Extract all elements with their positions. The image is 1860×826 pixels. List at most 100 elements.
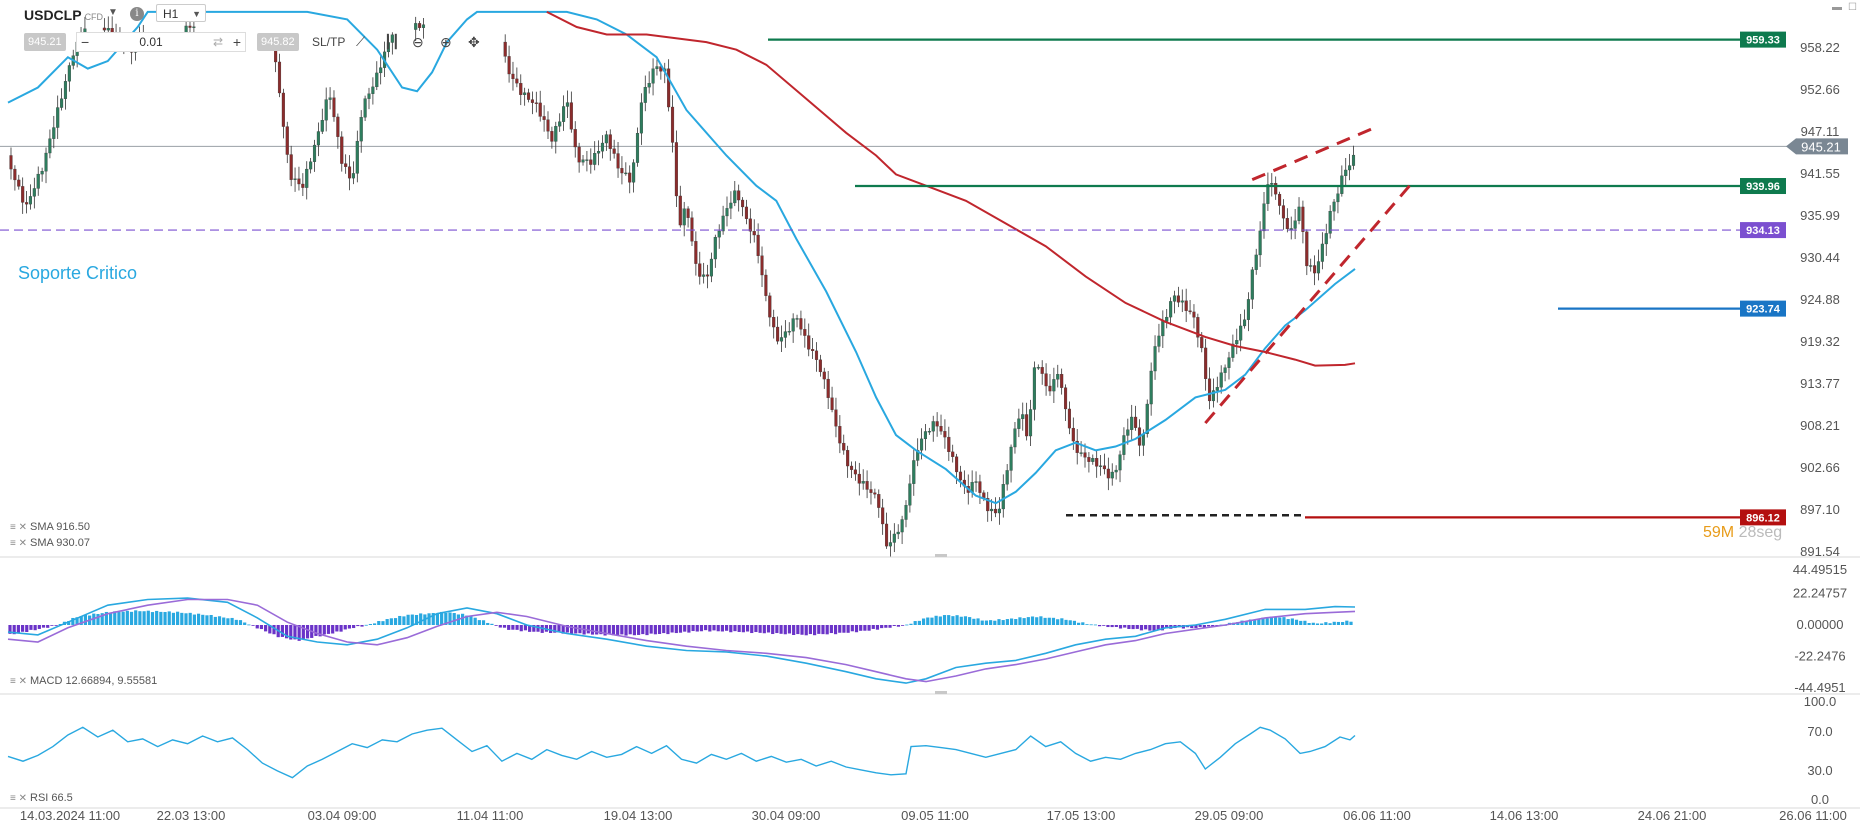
candle[interactable] (1118, 454, 1122, 471)
candle[interactable] (305, 168, 309, 188)
candle[interactable] (1184, 300, 1188, 311)
candle[interactable] (363, 98, 367, 118)
candle[interactable] (1289, 228, 1293, 230)
candle[interactable] (744, 206, 749, 219)
candle[interactable] (359, 117, 363, 142)
candle[interactable] (515, 78, 519, 84)
candle[interactable] (1087, 457, 1091, 462)
candle[interactable] (597, 151, 601, 154)
candle[interactable] (523, 92, 527, 95)
candle[interactable] (1025, 414, 1029, 437)
candle[interactable] (351, 173, 355, 179)
candle[interactable] (1266, 184, 1270, 204)
candle[interactable] (1316, 261, 1321, 274)
candle[interactable] (624, 172, 628, 175)
candle[interactable] (877, 494, 881, 508)
candle[interactable] (768, 295, 772, 318)
timeframe-select[interactable]: H1 ▼ (156, 4, 206, 22)
sl-tp-button[interactable]: SL/TP (312, 35, 346, 49)
candle[interactable] (655, 66, 659, 69)
candle[interactable] (1270, 183, 1274, 185)
candle[interactable] (986, 498, 990, 512)
candle[interactable] (721, 215, 725, 232)
candle[interactable] (375, 72, 379, 88)
candle[interactable] (1301, 206, 1305, 232)
candle[interactable] (48, 138, 52, 154)
candle[interactable] (783, 331, 787, 338)
candle[interactable] (838, 426, 842, 444)
candles-icon[interactable]: ┃┃ (384, 34, 400, 49)
candle[interactable] (17, 179, 21, 187)
crosshair-icon[interactable]: ✥ (468, 34, 480, 50)
candle[interactable] (526, 92, 531, 100)
candle[interactable] (947, 436, 951, 453)
candle[interactable] (1013, 428, 1017, 448)
candle[interactable] (44, 152, 48, 172)
candle[interactable] (993, 508, 998, 514)
candle[interactable] (1153, 346, 1157, 372)
candle[interactable] (1281, 205, 1286, 219)
candle[interactable] (593, 153, 597, 165)
candle[interactable] (604, 134, 608, 144)
candle[interactable] (729, 202, 733, 209)
candle[interactable] (600, 142, 605, 152)
candle[interactable] (1122, 435, 1126, 455)
candle[interactable] (997, 508, 1001, 514)
candle[interactable] (1044, 373, 1048, 387)
candle[interactable] (289, 154, 293, 180)
candle[interactable] (1211, 390, 1215, 402)
candle[interactable] (40, 171, 44, 175)
candle[interactable] (13, 168, 17, 181)
candle[interactable] (390, 34, 394, 43)
candle[interactable] (1063, 387, 1068, 410)
candle[interactable] (920, 438, 924, 451)
candle[interactable] (67, 65, 71, 82)
candle[interactable] (1332, 201, 1336, 212)
price-pane[interactable]: 959.33 939.96 934.13 923.74 896.12 945.21 (0, 10, 1848, 558)
candle[interactable] (647, 83, 651, 88)
candle[interactable] (1134, 416, 1138, 428)
candle[interactable] (534, 102, 538, 104)
candle[interactable] (1149, 370, 1153, 405)
candle[interactable] (923, 431, 928, 440)
candle[interactable] (577, 146, 581, 163)
legend-sma-fast[interactable]: ≡ ✕ SMA 930.07 (10, 537, 90, 549)
trendline[interactable] (1251, 125, 1378, 182)
candle[interactable] (309, 161, 313, 170)
candle[interactable] (60, 98, 64, 108)
candle[interactable] (1351, 154, 1356, 166)
macd-signal-line[interactable] (7, 598, 1356, 683)
candle[interactable] (1099, 465, 1103, 467)
candle[interactable] (546, 119, 550, 132)
candle[interactable] (1340, 175, 1344, 194)
candle[interactable] (900, 519, 904, 533)
candle[interactable] (616, 153, 620, 169)
candle[interactable] (1219, 372, 1223, 388)
legend-macd[interactable]: ≡ ✕ MACD 12.66894, 9.55581 (10, 675, 157, 687)
candle[interactable] (371, 86, 375, 94)
candle[interactable] (1313, 265, 1317, 274)
candle[interactable] (1293, 220, 1297, 229)
candle[interactable] (569, 102, 573, 130)
candle[interactable] (1320, 243, 1324, 262)
candle[interactable] (297, 178, 301, 185)
candle[interactable] (1254, 254, 1258, 270)
candle[interactable] (795, 318, 799, 320)
candle[interactable] (336, 116, 340, 137)
candle[interactable] (1126, 429, 1130, 436)
candle[interactable] (846, 450, 850, 467)
candle[interactable] (884, 523, 889, 547)
candle[interactable] (1095, 458, 1099, 467)
legend-rsi[interactable]: ≡ ✕ RSI 66.5 (10, 792, 73, 804)
candle[interactable] (628, 172, 632, 183)
candle[interactable] (752, 231, 756, 236)
candle[interactable] (612, 148, 616, 154)
candle[interactable] (748, 218, 752, 232)
candle[interactable] (1262, 203, 1266, 232)
candle[interactable] (1145, 403, 1149, 434)
candle[interactable] (725, 208, 729, 217)
candle[interactable] (869, 489, 873, 493)
candle[interactable] (1040, 367, 1044, 374)
candle[interactable] (324, 99, 328, 121)
